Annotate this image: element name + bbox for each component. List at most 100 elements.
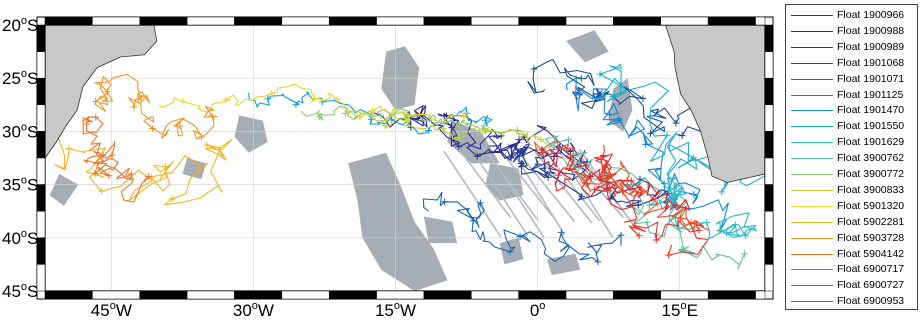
bathymetry-patch <box>348 152 448 291</box>
legend-swatch <box>791 174 833 175</box>
frame-segment <box>764 210 774 239</box>
legend-swatch <box>791 301 833 303</box>
legend-label: Float 5902281 <box>837 215 905 228</box>
legend-swatch <box>791 78 833 80</box>
float-track <box>45 136 233 206</box>
ridge-streak <box>453 141 512 219</box>
latitude-labels: 20oS 25oS 30oS 35oS 40oS 45oS <box>2 15 38 301</box>
frame-segment <box>613 290 662 300</box>
legend-label: Float 6900717 <box>837 263 905 276</box>
legend-swatch <box>791 46 833 48</box>
frame-segment <box>281 16 330 26</box>
legend-swatch <box>791 158 833 160</box>
frame-segment <box>186 290 235 300</box>
land-masses <box>45 25 765 183</box>
float-track <box>92 73 218 141</box>
float-track <box>538 146 691 212</box>
longitude-tick-label: 45oW <box>91 300 132 320</box>
frame-segment <box>764 104 774 132</box>
frame-segment <box>764 264 774 292</box>
latitude-tick-label: 40oS <box>2 228 38 248</box>
frame-segment <box>423 16 472 26</box>
legend-label: Float 5901320 <box>837 199 905 212</box>
frame-segment <box>707 16 756 26</box>
frame-segment <box>139 290 188 300</box>
frame-segment <box>764 184 774 212</box>
ridge-streak <box>486 150 545 238</box>
legend-entry: Float 1901068 <box>786 56 919 72</box>
frame-segment <box>328 16 377 26</box>
float-track <box>625 176 757 240</box>
frame-segment <box>471 16 519 26</box>
frame-segment <box>139 16 188 26</box>
legend-swatch <box>791 30 833 32</box>
legend-swatch <box>791 269 833 271</box>
legend-entry: Float 6900727 <box>786 278 919 294</box>
legend-swatch <box>791 142 833 144</box>
bathymetry-patch <box>182 158 207 180</box>
frame-segment <box>764 24 774 52</box>
legend-swatch <box>791 126 833 128</box>
ridge-streak <box>470 147 529 237</box>
legend-swatch <box>791 94 833 96</box>
ridge-streak <box>480 145 540 222</box>
frame-segment <box>234 16 283 26</box>
legend-label: Float 1900988 <box>837 24 905 37</box>
frame-segment <box>376 290 425 300</box>
frame-segment <box>518 16 567 26</box>
legend: Float 1900966 Float 1900988 Float 1900989 F… <box>785 4 918 310</box>
latitude-tick-label: 45oS <box>2 281 38 301</box>
legend-swatch <box>791 253 833 255</box>
legend-entry: Float 3900772 <box>786 167 919 183</box>
legend-entry: Float 1900988 <box>786 24 919 40</box>
legend-entry: Float 6900953 <box>786 294 919 310</box>
legend-label: Float 5903728 <box>837 231 905 244</box>
legend-swatch <box>791 285 833 287</box>
legend-label: Float 1901470 <box>837 104 905 117</box>
ridge-streak <box>507 143 566 236</box>
float-track <box>590 145 709 259</box>
legend-entry: Float 5901320 <box>786 199 919 215</box>
legend-label: Float 1901068 <box>837 56 905 69</box>
legend-label: Float 3900772 <box>837 168 905 180</box>
bathymetry-patch <box>547 253 581 275</box>
legend-swatch <box>791 110 833 112</box>
legend-swatch <box>791 15 833 16</box>
frame-segment <box>764 131 774 159</box>
legend-entry: Float 1900989 <box>786 40 919 56</box>
graticule-grid <box>45 25 765 291</box>
map-frame <box>36 16 774 300</box>
legend-entry: Float 1901550 <box>786 119 919 135</box>
bathymetry-patch <box>234 115 268 153</box>
longitude-tick-label: 15oW <box>375 300 416 320</box>
frame-segment <box>660 290 709 300</box>
longitude-tick-label: 15oE <box>662 300 698 320</box>
frame-segment <box>328 290 377 300</box>
frame-segment <box>44 16 93 26</box>
latitude-tick-label: 35oS <box>2 175 38 195</box>
ridge-streak <box>555 145 614 238</box>
legend-entry: Float 3900833 <box>786 183 919 199</box>
legend-swatch <box>791 221 833 223</box>
bathymetry-patch <box>608 78 633 132</box>
frame-segment <box>186 16 235 26</box>
bathymetry-patch <box>566 30 609 63</box>
legend-label: Float 1901071 <box>837 72 905 85</box>
legend-entry: Float 5904142 <box>786 247 919 263</box>
frame-segment <box>755 290 766 300</box>
legend-label: Float 5904142 <box>837 247 905 260</box>
legend-label: Float 3900833 <box>837 183 905 196</box>
frame-segment <box>755 16 766 26</box>
legend-label: Float 1900989 <box>837 40 905 53</box>
legend-entry: Float 1900966 <box>786 8 919 24</box>
legend-swatch <box>791 189 833 191</box>
frame-segment <box>613 16 662 26</box>
frame-segment <box>234 290 283 300</box>
frame-segment <box>92 16 140 26</box>
legend-label: Float 3900762 <box>837 152 905 165</box>
frame-segment <box>764 157 774 185</box>
float-track <box>158 83 469 124</box>
latitude-tick-label: 20oS <box>2 15 38 35</box>
frame-segment <box>281 290 330 300</box>
